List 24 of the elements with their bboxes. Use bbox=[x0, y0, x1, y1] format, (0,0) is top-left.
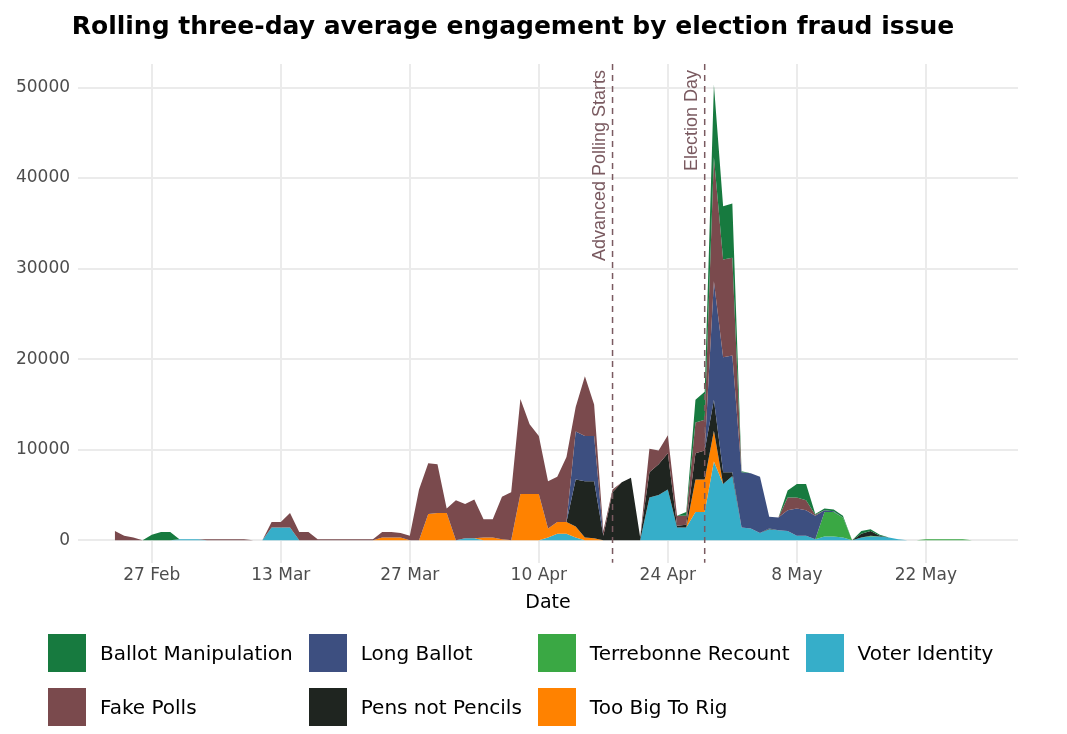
x-tick-label: 24 Apr bbox=[639, 564, 697, 585]
legend-label: Voter Identity bbox=[857, 641, 994, 665]
y-tick-label: 20000 bbox=[15, 347, 71, 368]
y-tick-label: 0 bbox=[59, 528, 71, 549]
x-tick-label: 27 Mar bbox=[380, 564, 440, 585]
chart-title: Rolling three-day average engagement by election fraud issue bbox=[71, 10, 955, 40]
legend-label: Fake Polls bbox=[100, 695, 197, 719]
y-tick-label: 10000 bbox=[15, 438, 71, 459]
y-tick-label: 50000 bbox=[15, 75, 71, 96]
legend-label: Too Big To Rig bbox=[589, 695, 728, 719]
x-tick-label: 10 Apr bbox=[510, 564, 568, 585]
ref-line-label: Advanced Polling Starts bbox=[588, 70, 609, 262]
legend-label: Terrebonne Recount bbox=[589, 641, 790, 665]
legend-label: Ballot Manipulation bbox=[100, 641, 293, 665]
ref-line-label: Election Day bbox=[680, 70, 701, 172]
legend-label: Long Ballot bbox=[360, 641, 473, 665]
x-tick-label: 22 May bbox=[894, 564, 957, 585]
legend-label: Pens not Pencils bbox=[360, 695, 522, 719]
x-axis-title: Date bbox=[525, 589, 571, 612]
x-tick-label: 8 May bbox=[771, 564, 823, 585]
x-tick-label: 27 Feb bbox=[123, 564, 181, 585]
x-tick-label: 13 Mar bbox=[251, 564, 311, 585]
y-tick-label: 30000 bbox=[15, 257, 71, 278]
y-tick-label: 40000 bbox=[15, 166, 71, 187]
